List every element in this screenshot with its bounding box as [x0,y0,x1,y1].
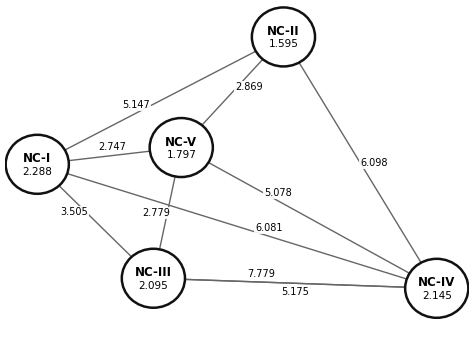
Ellipse shape [405,259,468,318]
Text: 2.747: 2.747 [98,142,126,152]
Ellipse shape [150,118,213,177]
Text: 5.078: 5.078 [264,188,292,198]
Ellipse shape [252,8,315,66]
Text: 5.147: 5.147 [122,100,150,110]
Text: 6.081: 6.081 [255,223,283,233]
Text: NC-I: NC-I [23,153,51,166]
Text: 1.797: 1.797 [166,150,196,160]
Text: NC-V: NC-V [165,136,197,149]
Text: 2.779: 2.779 [142,208,170,218]
Text: NC-IV: NC-IV [418,276,456,289]
Ellipse shape [6,135,69,194]
Ellipse shape [122,249,185,308]
Text: 2.145: 2.145 [422,291,452,301]
Text: 6.098: 6.098 [360,158,388,168]
Text: 1.595: 1.595 [268,39,299,49]
Text: NC-II: NC-II [267,25,300,38]
Text: 3.505: 3.505 [61,207,88,217]
Text: 2.095: 2.095 [138,281,168,291]
Text: NC-III: NC-III [135,266,172,279]
Text: 7.779: 7.779 [247,269,275,279]
Text: 2.869: 2.869 [235,82,263,92]
Text: 2.288: 2.288 [22,167,52,177]
Text: 5.175: 5.175 [281,287,309,297]
